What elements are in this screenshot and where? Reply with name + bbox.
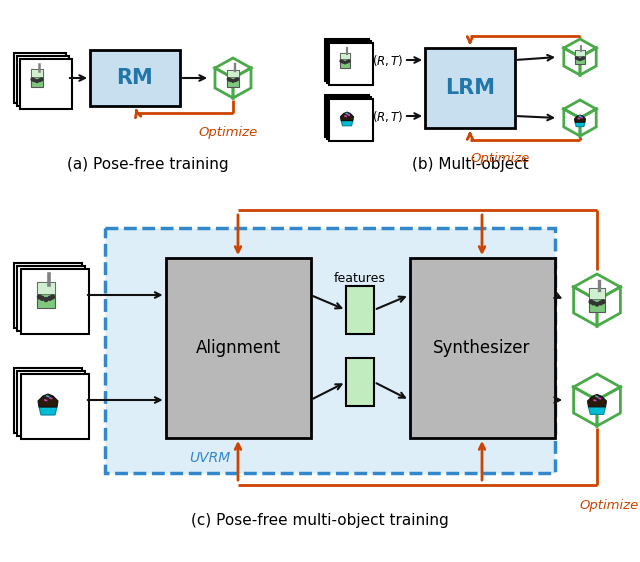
Polygon shape [588,395,607,407]
Circle shape [31,78,34,81]
Circle shape [36,80,38,83]
Circle shape [340,60,342,62]
FancyBboxPatch shape [14,53,66,103]
Text: LRM: LRM [445,78,495,98]
FancyBboxPatch shape [575,50,585,56]
FancyBboxPatch shape [19,58,72,108]
Circle shape [581,58,583,60]
FancyBboxPatch shape [325,39,369,81]
Polygon shape [39,407,57,415]
Text: $(R,T)$: $(R,T)$ [372,52,404,67]
Polygon shape [575,122,585,126]
FancyBboxPatch shape [20,269,88,334]
Circle shape [591,301,595,305]
FancyBboxPatch shape [17,371,85,436]
FancyBboxPatch shape [327,97,371,139]
FancyBboxPatch shape [166,258,310,438]
Circle shape [44,298,48,301]
Circle shape [599,301,602,305]
Circle shape [232,80,234,82]
Circle shape [348,60,350,62]
FancyBboxPatch shape [227,70,239,77]
FancyBboxPatch shape [346,286,374,334]
FancyBboxPatch shape [17,56,68,106]
Text: Optimize: Optimize [579,499,639,512]
FancyBboxPatch shape [410,258,554,438]
Circle shape [582,57,584,59]
FancyBboxPatch shape [90,50,180,106]
FancyBboxPatch shape [31,69,44,77]
Text: Alignment: Alignment [195,339,280,357]
Circle shape [577,58,579,60]
Text: UVRM: UVRM [189,451,230,465]
Circle shape [40,78,43,81]
Circle shape [601,300,605,303]
Text: features: features [334,271,386,284]
Circle shape [227,78,230,80]
FancyBboxPatch shape [589,288,605,299]
Circle shape [51,295,54,299]
FancyBboxPatch shape [14,262,82,328]
Polygon shape [38,394,58,407]
Polygon shape [575,115,586,122]
FancyBboxPatch shape [340,52,350,67]
Text: (b) Multi-object: (b) Multi-object [412,157,529,173]
Text: Optimize: Optimize [470,152,530,165]
FancyBboxPatch shape [425,48,515,128]
FancyBboxPatch shape [227,70,239,87]
Circle shape [579,58,581,61]
FancyBboxPatch shape [330,43,373,85]
FancyBboxPatch shape [31,69,44,87]
FancyBboxPatch shape [330,99,373,142]
Text: Optimize: Optimize [198,126,258,139]
Circle shape [38,295,42,299]
FancyBboxPatch shape [14,368,82,433]
Circle shape [346,61,348,63]
Circle shape [229,79,232,81]
Text: (c) Pose-free multi-object training: (c) Pose-free multi-object training [191,513,449,528]
FancyBboxPatch shape [346,358,374,406]
Circle shape [48,296,52,300]
FancyBboxPatch shape [37,282,55,308]
FancyBboxPatch shape [327,41,371,83]
FancyBboxPatch shape [37,282,55,294]
FancyBboxPatch shape [17,266,85,331]
Circle shape [40,296,44,300]
Text: RM: RM [116,68,154,88]
Circle shape [589,300,593,303]
Circle shape [33,79,36,81]
Circle shape [575,57,577,59]
Circle shape [38,79,41,81]
FancyBboxPatch shape [575,50,585,64]
Circle shape [342,61,344,63]
FancyBboxPatch shape [20,374,88,439]
Circle shape [236,78,239,80]
Polygon shape [340,112,353,121]
Text: Synthesizer: Synthesizer [433,339,531,357]
FancyBboxPatch shape [105,228,555,473]
FancyBboxPatch shape [325,95,369,137]
Circle shape [344,61,346,64]
Text: (a) Pose-free training: (a) Pose-free training [67,157,229,173]
Polygon shape [341,121,353,126]
FancyBboxPatch shape [589,288,605,312]
Polygon shape [588,407,605,414]
Circle shape [234,79,237,81]
FancyBboxPatch shape [340,52,350,59]
Text: $(R,T)$: $(R,T)$ [372,108,404,124]
Circle shape [595,302,599,306]
